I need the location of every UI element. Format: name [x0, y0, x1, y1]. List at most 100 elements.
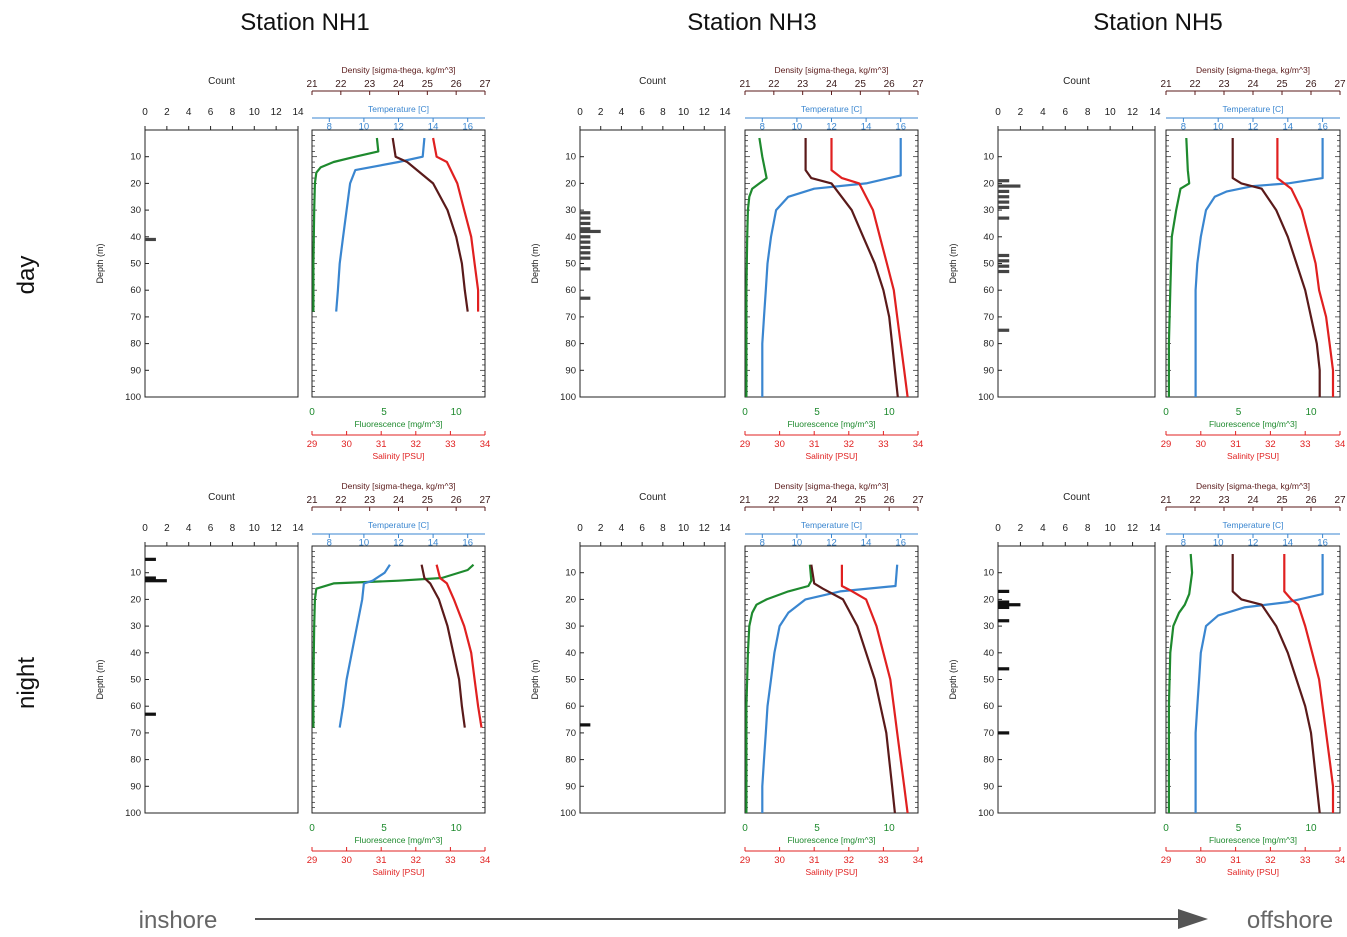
count-bar	[998, 259, 1010, 263]
density-tick-label: 26	[1305, 79, 1317, 90]
salinity-tick-label: 34	[480, 855, 491, 866]
station-title-nh1: Station NH1	[240, 9, 369, 36]
fluorescence-tick-label: 0	[1163, 407, 1169, 418]
station-title-nh5: Station NH5	[1093, 9, 1222, 36]
density-tick-label: 27	[912, 495, 924, 506]
density-axis-title: Density [sigma-thega, kg/m^3]	[1196, 481, 1310, 491]
fluorescence-axis-title: Fluorescence [mg/m^3]	[354, 835, 442, 845]
fluorescence-tick-label: 0	[1163, 823, 1169, 834]
count-axis-title: Count	[208, 76, 235, 87]
depth-tick-label: 40	[130, 232, 141, 243]
density-tick-label: 22	[335, 495, 347, 506]
count-tick-label: 10	[1105, 523, 1117, 534]
count-bar	[998, 189, 1010, 194]
count-tick-label: 2	[1018, 107, 1024, 118]
count-tick-label: 12	[1127, 523, 1139, 534]
density-tick-label: 25	[422, 79, 434, 90]
salinity-tick-label: 29	[1161, 855, 1172, 866]
count-plot-frame	[997, 545, 1156, 814]
temperature-tick-label: 14	[428, 122, 439, 133]
density-tick-label: 22	[768, 79, 780, 90]
density-tick-label: 27	[479, 79, 491, 90]
temperature-tick-label: 14	[1283, 538, 1294, 549]
temperature-tick-label: 16	[895, 538, 906, 549]
density-tick-label: 24	[1247, 79, 1259, 90]
salinity-tick-label: 31	[809, 855, 820, 866]
count-tick-label: 14	[292, 107, 304, 118]
count-bar	[998, 589, 1010, 593]
temperature-axis-title: Temperature [C]	[1223, 520, 1284, 530]
temperature-tick-label: 8	[327, 122, 332, 133]
temperature-tick-label: 16	[895, 122, 906, 133]
temperature-tick-label: 12	[1248, 538, 1259, 549]
density-tick-label: 24	[1247, 495, 1259, 506]
temperature-tick-label: 14	[861, 122, 872, 133]
density-tick-label: 22	[768, 495, 780, 506]
temperature-axis-title: Temperature [C]	[801, 104, 862, 114]
count-tick-label: 2	[164, 523, 170, 534]
salinity-profile-line	[830, 138, 909, 398]
temperature-axis-title: Temperature [C]	[368, 520, 429, 530]
depth-tick-label: 10	[130, 152, 141, 163]
count-tick-label: 10	[249, 523, 261, 534]
depth-tick-label: 90	[565, 365, 576, 376]
density-tick-label: 26	[451, 79, 463, 90]
salinity-tick-label: 33	[1300, 855, 1311, 866]
count-bar	[998, 731, 1010, 735]
count-bar	[580, 267, 591, 271]
count-bar	[145, 557, 156, 561]
depth-tick-label: 40	[565, 648, 576, 659]
salinity-tick-label: 29	[740, 439, 751, 450]
depth-tick-label: 90	[983, 365, 994, 376]
count-plot-frame	[997, 129, 1156, 398]
count-bar	[580, 235, 591, 239]
count-tick-label: 0	[995, 107, 1001, 118]
temperature-tick-label: 14	[861, 538, 872, 549]
count-axis-title: Count	[639, 76, 666, 87]
fluorescence-tick-label: 10	[451, 823, 463, 834]
depth-tick-label: 70	[983, 312, 994, 323]
density-tick-label: 25	[422, 495, 434, 506]
depth-tick-label: 100	[560, 392, 576, 403]
salinity-tick-label: 32	[1265, 855, 1276, 866]
depth-tick-label: 10	[983, 568, 994, 579]
salinity-tick-label: 31	[1230, 855, 1241, 866]
profile-plot-frame	[1165, 545, 1341, 814]
salinity-tick-label: 34	[1335, 855, 1346, 866]
depth-tick-label: 80	[565, 339, 576, 350]
count-bar	[998, 600, 1010, 604]
count-tick-label: 8	[1085, 107, 1091, 118]
count-tick-label: 4	[186, 523, 192, 534]
count-bar	[998, 619, 1010, 623]
temperature-tick-label: 12	[393, 538, 404, 549]
salinity-tick-label: 34	[480, 439, 491, 450]
density-tick-label: 23	[1218, 79, 1230, 90]
density-tick-label: 21	[739, 495, 751, 506]
fluorescence-tick-label: 0	[742, 823, 748, 834]
depth-tick-label: 70	[983, 728, 994, 739]
count-tick-label: 0	[577, 107, 583, 118]
depth-tick-label: 40	[983, 232, 994, 243]
salinity-tick-label: 32	[844, 439, 855, 450]
density-tick-label: 25	[855, 495, 867, 506]
depth-tick-label: 100	[978, 392, 994, 403]
arrow-head-icon	[1178, 909, 1208, 929]
depth-tick-label: 10	[565, 568, 576, 579]
depth-tick-label: 30	[983, 205, 994, 216]
salinity-tick-label: 32	[844, 855, 855, 866]
depth-tick-label: 30	[130, 621, 141, 632]
density-tick-label: 23	[797, 495, 809, 506]
density-tick-label: 24	[826, 79, 838, 90]
fluorescence-tick-label: 10	[1305, 407, 1317, 418]
count-tick-label: 6	[208, 107, 214, 118]
depth-tick-label: 20	[130, 594, 141, 605]
count-bar	[145, 712, 156, 716]
count-bar	[998, 603, 1021, 607]
count-tick-label: 4	[619, 107, 625, 118]
salinity-tick-label: 34	[1335, 439, 1346, 450]
density-tick-label: 27	[912, 79, 924, 90]
depth-tick-label: 60	[565, 285, 576, 296]
count-plot-frame	[579, 129, 726, 398]
depth-axis-title: Depth (m)	[530, 243, 540, 283]
